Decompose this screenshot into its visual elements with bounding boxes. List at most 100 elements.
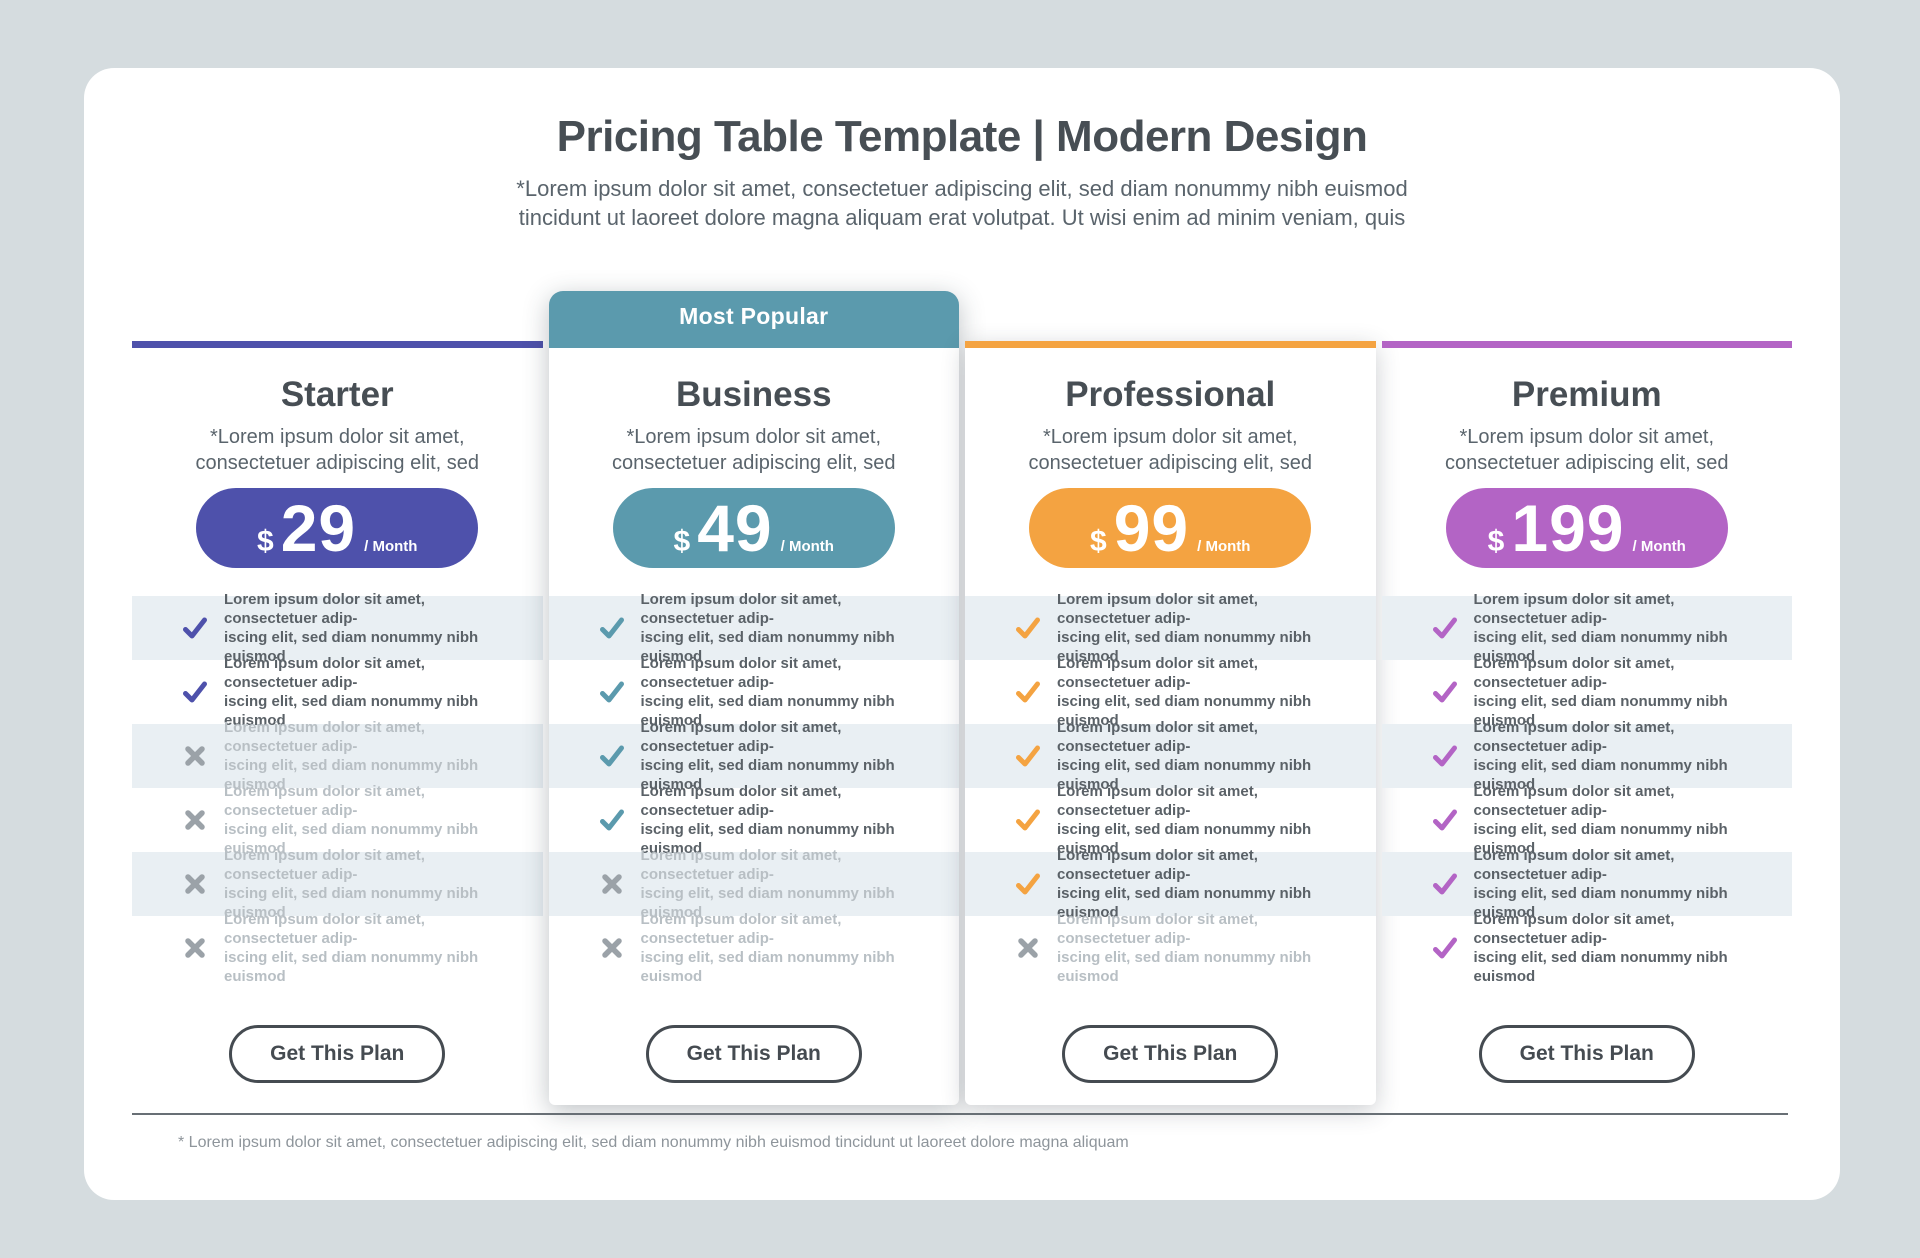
- feature-list: Lorem ipsum dolor sit amet, consectetuer…: [548, 591, 960, 985]
- footnote-text: * Lorem ipsum dolor sit amet, consectetu…: [178, 1134, 1129, 1151]
- plan-name: Business: [675, 375, 832, 414]
- price-amount: 99: [1113, 491, 1190, 565]
- feature-text: Lorem ipsum dolor sit amet, consectetuer…: [1057, 591, 1312, 665]
- price-pill: $ 199 / Month: [1445, 488, 1728, 568]
- price-currency: $: [1090, 525, 1107, 558]
- check-icon: [1016, 617, 1040, 639]
- feature-row: Lorem ipsum dolor sit amet, consectetuer…: [1382, 783, 1793, 857]
- plan-name: Professional: [1065, 375, 1276, 414]
- plan-description: *Lorem ipsum dolor sit amet, consectetue…: [1028, 426, 1313, 474]
- badge-slot: [132, 291, 543, 341]
- page-title: Pricing Table Template | Modern Design: [556, 112, 1368, 161]
- feature-text: Lorem ipsum dolor sit amet, consectetuer…: [224, 783, 479, 857]
- feature-row: Lorem ipsum dolor sit amet, consectetuer…: [132, 783, 543, 857]
- feature-text: Lorem ipsum dolor sit amet, consectetuer…: [224, 719, 479, 793]
- footer-divider: [132, 1113, 1788, 1115]
- check-icon: [1432, 617, 1457, 639]
- feature-row: Lorem ipsum dolor sit amet, consectetuer…: [132, 911, 543, 985]
- feature-row: Lorem ipsum dolor sit amet, consectetuer…: [132, 591, 543, 665]
- price-pill: $ 29 / Month: [196, 488, 479, 568]
- feature-row: Lorem ipsum dolor sit amet, consectetuer…: [132, 655, 543, 729]
- accent-line: [548, 341, 959, 348]
- price: $ 99 / Month: [1090, 490, 1250, 566]
- check-icon: [1432, 937, 1457, 959]
- price: $ 49 / Month: [674, 490, 834, 566]
- accent-line: [965, 341, 1376, 348]
- feature-text: Lorem ipsum dolor sit amet, consectetuer…: [1057, 783, 1312, 857]
- plan-description: *Lorem ipsum dolor sit amet, consectetue…: [195, 426, 480, 474]
- plan-description: *Lorem ipsum dolor sit amet, consectetue…: [612, 426, 896, 474]
- feature-text: Lorem ipsum dolor sit amet, consectetuer…: [1473, 783, 1728, 857]
- feature-row: Lorem ipsum dolor sit amet, consectetuer…: [1382, 911, 1793, 985]
- feature-text: Lorem ipsum dolor sit amet, consectetuer…: [1057, 911, 1312, 985]
- check-icon: [599, 617, 624, 639]
- feature-text: Lorem ipsum dolor sit amet, consectetuer…: [1473, 911, 1728, 985]
- feature-list: Lorem ipsum dolor sit amet, consectetuer…: [965, 591, 1376, 985]
- check-icon: [599, 745, 624, 767]
- plan-name: Starter: [280, 375, 394, 414]
- feature-text: Lorem ipsum dolor sit amet, consectetuer…: [640, 911, 895, 985]
- price-amount: 199: [1511, 491, 1625, 565]
- feature-text: Lorem ipsum dolor sit amet, consectetuer…: [224, 847, 479, 921]
- check-icon: [1432, 873, 1457, 895]
- feature-row: Lorem ipsum dolor sit amet, consectetuer…: [548, 847, 959, 921]
- feature-text: Lorem ipsum dolor sit amet, consectetuer…: [224, 591, 479, 665]
- feature-row: Lorem ipsum dolor sit amet, consectetuer…: [549, 911, 960, 985]
- price-amount: 29: [280, 491, 357, 565]
- cross-icon: [185, 746, 205, 766]
- check-icon: [183, 617, 207, 639]
- get-this-plan-button[interactable]: Get This Plan: [1478, 1025, 1695, 1083]
- accent-line: [1381, 341, 1792, 348]
- check-icon: [183, 681, 207, 703]
- cross-icon: [601, 938, 622, 958]
- feature-row: Lorem ipsum dolor sit amet, consectetuer…: [965, 719, 1376, 793]
- get-this-plan-button[interactable]: Get This Plan: [1062, 1025, 1279, 1083]
- plan-name: Premium: [1511, 375, 1662, 414]
- check-icon: [599, 681, 624, 703]
- feature-row: Lorem ipsum dolor sit amet, consectetuer…: [548, 719, 959, 793]
- feature-text: Lorem ipsum dolor sit amet, consectetuer…: [1473, 719, 1728, 793]
- get-this-plan-button[interactable]: Get This Plan: [645, 1025, 862, 1083]
- get-this-plan-button[interactable]: Get This Plan: [229, 1025, 446, 1083]
- feature-row: Lorem ipsum dolor sit amet, consectetuer…: [1381, 591, 1792, 665]
- cross-icon: [1018, 938, 1038, 958]
- price-period: / Month: [1632, 538, 1686, 555]
- cross-icon: [185, 938, 205, 958]
- plan-column-professional: Professional *Lorem ipsum dolor sit amet…: [965, 291, 1376, 1105]
- price-pill: $ 99 / Month: [1029, 488, 1312, 568]
- check-icon: [1432, 745, 1457, 767]
- feature-text: Lorem ipsum dolor sit amet, consectetuer…: [1473, 591, 1728, 665]
- feature-text: Lorem ipsum dolor sit amet, consectetuer…: [224, 911, 479, 985]
- feature-row: Lorem ipsum dolor sit amet, consectetuer…: [965, 847, 1376, 921]
- feature-row: Lorem ipsum dolor sit amet, consectetuer…: [1381, 719, 1792, 793]
- feature-row: Lorem ipsum dolor sit amet, consectetuer…: [1382, 655, 1793, 729]
- plan-column-business: Most Popular Business *Lorem ipsum dolor…: [548, 291, 960, 1105]
- feature-text: Lorem ipsum dolor sit amet, consectetuer…: [640, 655, 895, 729]
- price-currency: $: [257, 525, 274, 558]
- plan-column-starter: Starter *Lorem ipsum dolor sit amet, con…: [132, 291, 543, 1105]
- pricing-columns: Starter *Lorem ipsum dolor sit amet, con…: [132, 291, 1792, 1105]
- feature-text: Lorem ipsum dolor sit amet, consectetuer…: [224, 655, 479, 729]
- feature-list: Lorem ipsum dolor sit amet, consectetuer…: [1381, 591, 1793, 985]
- feature-row: Lorem ipsum dolor sit amet, consectetuer…: [548, 591, 959, 665]
- page-subtitle: *Lorem ipsum dolor sit amet, consectetue…: [516, 176, 1408, 230]
- check-icon: [1432, 809, 1457, 831]
- feature-row: Lorem ipsum dolor sit amet, consectetuer…: [549, 783, 960, 857]
- price: $ 29 / Month: [257, 490, 417, 566]
- feature-text: Lorem ipsum dolor sit amet, consectetuer…: [640, 719, 895, 793]
- feature-row: Lorem ipsum dolor sit amet, consectetuer…: [549, 655, 960, 729]
- cross-icon: [185, 874, 205, 894]
- feature-text: Lorem ipsum dolor sit amet, consectetuer…: [640, 591, 895, 665]
- feature-text: Lorem ipsum dolor sit amet, consectetuer…: [640, 847, 895, 921]
- price-period: / Month: [364, 538, 418, 555]
- feature-row: Lorem ipsum dolor sit amet, consectetuer…: [965, 911, 1376, 985]
- feature-text: Lorem ipsum dolor sit amet, consectetuer…: [1473, 655, 1728, 729]
- feature-text: Lorem ipsum dolor sit amet, consectetuer…: [1057, 847, 1312, 921]
- check-icon: [599, 809, 624, 831]
- price-amount: 49: [697, 491, 773, 565]
- badge-slot: [965, 291, 1376, 341]
- feature-row: Lorem ipsum dolor sit amet, consectetuer…: [965, 783, 1376, 857]
- price-currency: $: [1487, 525, 1505, 558]
- check-icon: [1016, 809, 1040, 831]
- feature-row: Lorem ipsum dolor sit amet, consectetuer…: [965, 655, 1376, 729]
